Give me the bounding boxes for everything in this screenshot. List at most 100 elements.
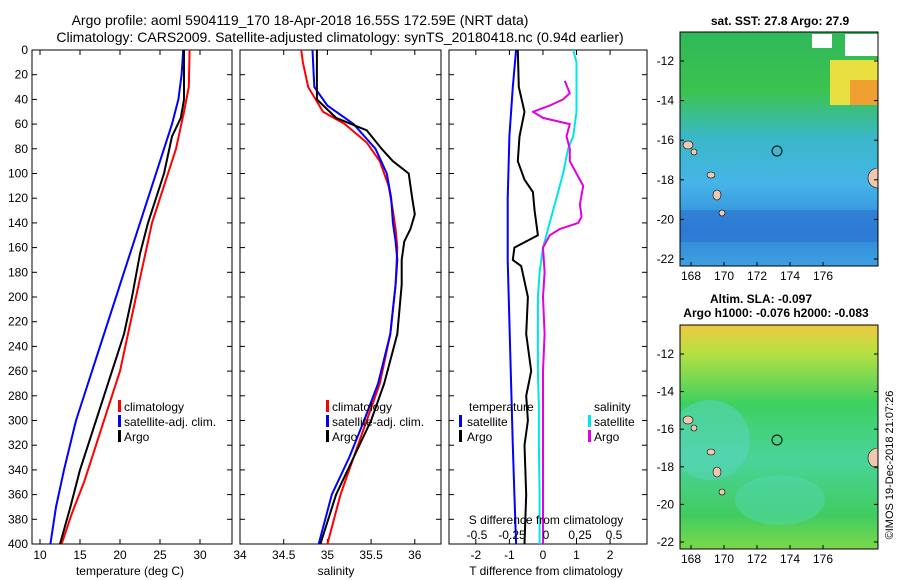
x-tick-label: 25 (153, 548, 167, 562)
legend-climatology-swatch (326, 400, 329, 412)
sla-map-frame (679, 324, 879, 550)
legend-satellite-adj: satellite-adj. clim. (124, 415, 216, 429)
lon-tick-label: 176 (813, 269, 833, 283)
lon-tick-label: 174 (780, 269, 800, 283)
sst-cloud-gap (845, 34, 878, 56)
y-tick-label: 400 (8, 537, 28, 551)
sla-map-title-1: Altim. SLA: -0.097 (710, 292, 812, 306)
difference-xlabel: T difference from climatology (469, 564, 623, 578)
legend-t-argo: Argo (467, 430, 493, 444)
x-tick-label: 34 (233, 548, 247, 562)
lon-tick-label: 172 (747, 552, 767, 566)
x-tick-label: 15 (73, 548, 87, 562)
s-tick-label: 0.25 (568, 528, 592, 542)
difference-axes-box (448, 49, 648, 545)
argo-location-marker (771, 145, 783, 157)
series-line-satellite-adj-clim- (49, 49, 185, 545)
legend-climatology: climatology (332, 400, 392, 414)
imos-timestamp: ©IMOS 19-Dec-2018 21:07:26 (884, 391, 896, 540)
sla-map-title-2: Argo h1000: -0.076 h2000: -0.083 (683, 306, 869, 320)
land-fiji (867, 167, 878, 189)
legend-argo: Argo (124, 430, 150, 444)
salinity-axes-box (239, 49, 442, 545)
y-tick-label: 80 (15, 142, 29, 156)
y-tick-label: 340 (8, 463, 28, 477)
legend-title-salinity: salinity (594, 400, 631, 414)
legend-t-argo-swatch (459, 430, 462, 442)
y-tick-label: 200 (8, 290, 28, 304)
lat-tick-label: -22 (657, 535, 675, 549)
x-tick-label: 34.5 (272, 548, 296, 562)
legend-argo-swatch (326, 430, 329, 442)
lon-tick-label: 170 (714, 269, 734, 283)
y-tick-label: 280 (8, 389, 28, 403)
difference-panel: -2 -1 0 1 2 T difference from climatology S … (448, 49, 648, 578)
temperature-panel: 0 20 40 60 80 100 120 140 160 180 200 220 240 260 280 3… (8, 43, 233, 578)
s-tick-labels: -0.5 -0.25 0 0.25 0.5 (467, 528, 623, 542)
lat-tick-label: -14 (657, 94, 675, 108)
x-tick-label: -2 (471, 548, 482, 562)
title-line-1: Argo profile: aoml 5904119_170 18-Apr-20… (72, 12, 529, 28)
lat-tick-label: -16 (657, 422, 675, 436)
y-tick-label: 300 (8, 414, 28, 428)
y-tick-label: 240 (8, 339, 28, 353)
legend-argo: Argo (332, 430, 358, 444)
land-vanuatu (682, 415, 694, 425)
temperature-xlabel: temperature (deg C) (76, 564, 184, 578)
x-tick-label: -1 (504, 548, 515, 562)
sla-cyan-patch (680, 400, 750, 480)
y-tick-label: 60 (15, 117, 29, 131)
land-vanuatu (690, 148, 698, 156)
x-tick-label: 20 (113, 548, 127, 562)
land-vanuatu (690, 424, 698, 432)
legend-satellite-adj: satellite-adj. clim. (332, 415, 424, 429)
y-tick-label: 320 (8, 438, 28, 452)
lat-tick-label: -18 (657, 173, 675, 187)
legend-s-satellite-swatch (588, 415, 591, 427)
land-vanuatu (718, 209, 726, 217)
sst-warm-patch (850, 80, 878, 105)
land-vanuatu (718, 488, 726, 496)
x-tick-label: 35.5 (359, 548, 383, 562)
sst-map-frame (679, 31, 879, 267)
legend-satellite-swatch (326, 415, 329, 427)
title-line-2: Climatology: CARS2009. Satellite-adjuste… (56, 29, 623, 45)
salinity-panel: 34 34.5 35 35.5 36 salinity climatology sate… (233, 49, 442, 578)
y-tick-label: 140 (8, 216, 28, 230)
s-tick-label: 0 (543, 528, 550, 542)
legend-t-satellite: satellite (467, 415, 508, 429)
s-tick-label: -0.5 (467, 528, 488, 542)
land-vanuatu (682, 140, 694, 150)
y-tick-label: 380 (8, 512, 28, 526)
legend-title-temperature: temperature (469, 400, 534, 414)
sla-cyan-patch (735, 475, 825, 525)
y-tick-label: 220 (8, 315, 28, 329)
s-tick-label: 0.5 (606, 528, 623, 542)
series-line-argo (315, 50, 416, 545)
legend-argo-swatch (118, 430, 121, 442)
series-line-salinity-argo (531, 80, 585, 544)
legend-satellite-swatch (118, 415, 121, 427)
lon-tick-label: 168 (681, 552, 701, 566)
y-tick-label: 160 (8, 241, 28, 255)
lat-tick-label: -22 (657, 252, 675, 266)
x-tick-label: 30 (193, 548, 207, 562)
sst-cloud-gap (812, 34, 832, 48)
land-vanuatu (712, 466, 722, 478)
difference-legend: temperature salinity satellite Argo sate… (459, 400, 635, 444)
lon-tick-label: 174 (780, 552, 800, 566)
legend-s-argo: Argo (594, 430, 620, 444)
x-tick-label: 36 (408, 548, 422, 562)
sst-cool-band (680, 210, 878, 242)
series-line-climatology (60, 49, 191, 545)
legend-s-satellite: satellite (594, 415, 635, 429)
legend-t-satellite-swatch (459, 415, 462, 427)
series-line-climatology (300, 49, 399, 545)
y-tick-label: 40 (15, 92, 29, 106)
y-tick-label: 180 (8, 265, 28, 279)
argo-location-marker (771, 434, 783, 446)
x-tick-label: 2 (607, 548, 614, 562)
y-tick-label: 20 (15, 68, 29, 82)
s-tick-label: -0.25 (498, 528, 526, 542)
